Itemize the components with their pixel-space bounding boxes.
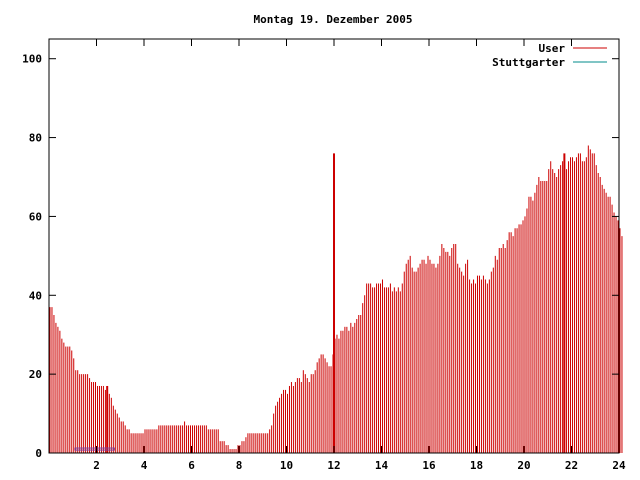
x-tick-label: 24: [612, 459, 626, 472]
legend-label-stuttgarter: Stuttgarter: [492, 56, 565, 69]
x-tick-label: 16: [422, 459, 436, 472]
x-tick-label: 10: [280, 459, 293, 472]
x-tick-label: 20: [517, 459, 530, 472]
annotation-group: [74, 153, 566, 453]
x-tick-label: 22: [565, 459, 578, 472]
x-tick-label: 2: [93, 459, 100, 472]
x-tick-label: 6: [188, 459, 195, 472]
small-bar: [74, 447, 115, 451]
y-tick-label: 20: [29, 368, 42, 381]
y-tick-label: 60: [29, 210, 42, 223]
y-tick-label: 40: [29, 289, 42, 302]
bars-group: [49, 145, 623, 453]
x-tick-label: 14: [375, 459, 389, 472]
x-tick-label: 12: [327, 459, 340, 472]
x-tick-label: 8: [236, 459, 243, 472]
legend: User Stuttgarter: [492, 42, 607, 69]
y-tick-label: 100: [22, 53, 42, 66]
chart-title: Montag 19. Dezember 2005: [254, 13, 413, 26]
x-tick-label: 18: [470, 459, 483, 472]
legend-label-user: User: [539, 42, 566, 55]
x-axis-ticks: 2 4 6 8 10 12 14 16 18 20 22 24: [93, 39, 626, 472]
x-tick-label: 4: [141, 459, 148, 472]
y-axis-ticks: 0 20 40 60 80 100: [22, 53, 619, 460]
y-tick-label: 0: [35, 447, 42, 460]
y-tick-label: 80: [29, 132, 42, 145]
